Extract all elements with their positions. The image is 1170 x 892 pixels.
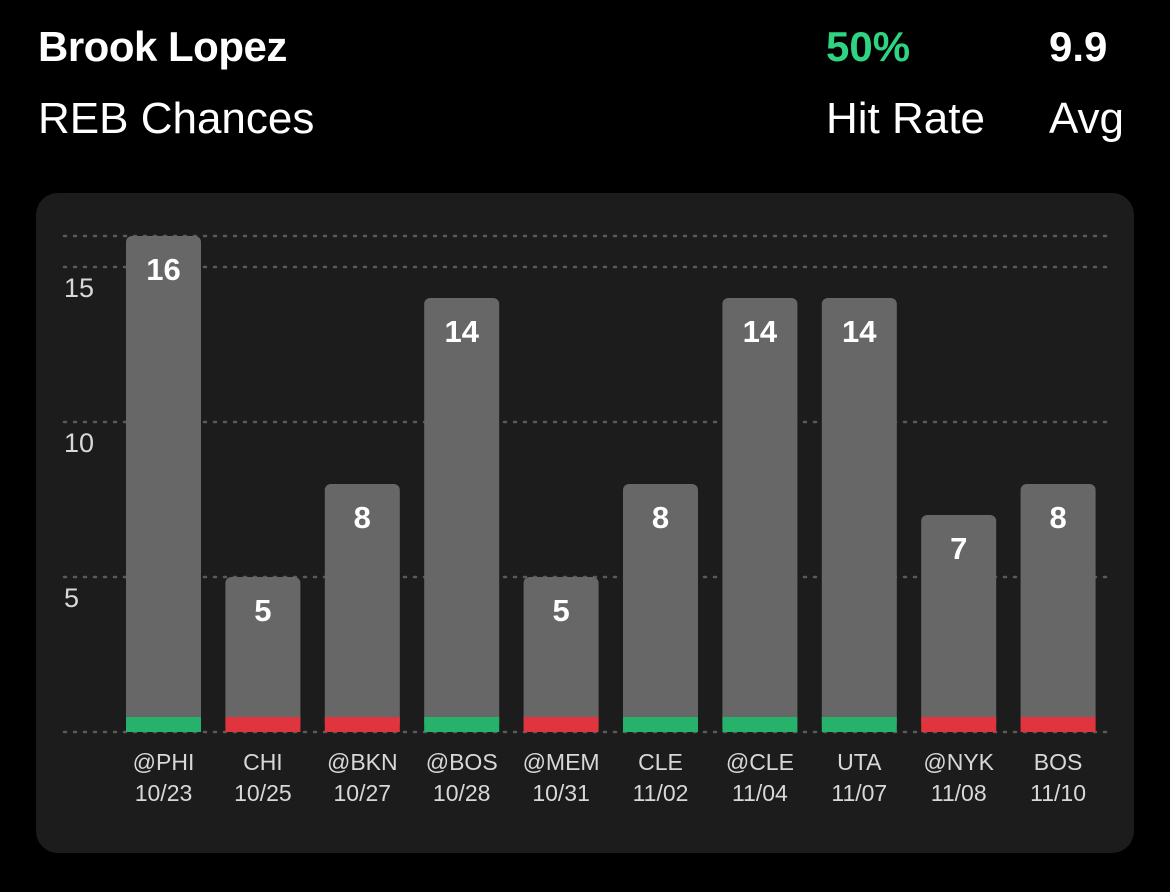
hit-indicator xyxy=(424,717,500,732)
bar xyxy=(424,298,500,728)
bar-group: 14 @BOS 10/28 xyxy=(424,298,500,806)
bar xyxy=(523,577,599,728)
bar-value-label: 7 xyxy=(950,531,967,566)
bar xyxy=(821,298,897,728)
player-name: Brook Lopez xyxy=(38,23,287,70)
bar xyxy=(1020,484,1096,728)
chart-card: 5 10 15 16 @PHI 10/23 5 CHI 10/25 8 @BKN 10/27 14 @BO… xyxy=(36,193,1134,853)
bar-value-label: 8 xyxy=(1049,500,1066,535)
x-opponent-label: @NYK xyxy=(923,749,994,775)
bar-group: 14 UTA 11/07 xyxy=(821,298,897,806)
x-date-label: 10/27 xyxy=(334,780,392,806)
x-date-label: 11/10 xyxy=(1030,780,1086,806)
bar-value-label: 14 xyxy=(842,314,877,349)
avg-value: 9.9 xyxy=(1049,23,1108,70)
bar xyxy=(722,298,798,728)
y-tick-label: 10 xyxy=(64,428,94,458)
bar-group: 8 CLE 11/02 xyxy=(623,484,698,806)
bar-group: 8 BOS 11/10 xyxy=(1020,484,1096,806)
bar xyxy=(126,236,201,728)
bar-value-label: 8 xyxy=(652,500,669,535)
x-opponent-label: UTA xyxy=(837,749,882,775)
x-opponent-label: @MEM xyxy=(523,749,600,775)
x-date-label: 11/07 xyxy=(831,780,887,806)
bar-value-label: 16 xyxy=(146,252,180,287)
bar-value-label: 14 xyxy=(444,314,479,349)
miss-indicator xyxy=(523,717,599,732)
miss-indicator xyxy=(324,717,400,732)
bar-group: 16 @PHI 10/23 xyxy=(126,236,201,806)
x-date-label: 11/04 xyxy=(732,780,788,806)
x-date-label: 10/28 xyxy=(433,780,491,806)
miss-indicator xyxy=(1020,717,1096,732)
hit-indicator xyxy=(126,717,201,732)
hit-rate-label: Hit Rate xyxy=(826,94,985,143)
x-opponent-label: BOS xyxy=(1034,749,1083,775)
x-date-label: 11/02 xyxy=(633,780,689,806)
bar xyxy=(623,484,698,728)
bar xyxy=(324,484,400,728)
bar-chart: 5 10 15 16 @PHI 10/23 5 CHI 10/25 8 @BKN 10/27 14 @BO… xyxy=(62,234,1110,806)
x-date-label: 10/25 xyxy=(234,780,292,806)
bar-value-label: 5 xyxy=(254,593,271,628)
bar-group: 8 @BKN 10/27 xyxy=(324,484,400,806)
hit-indicator xyxy=(722,717,798,732)
x-date-label: 10/31 xyxy=(532,780,590,806)
x-date-label: 10/23 xyxy=(135,780,193,806)
miss-indicator xyxy=(225,717,301,732)
bar xyxy=(225,577,301,728)
bar-value-label: 14 xyxy=(743,314,778,349)
x-opponent-label: @BOS xyxy=(426,749,498,775)
bar xyxy=(921,515,997,728)
x-opponent-label: @BKN xyxy=(327,749,398,775)
hit-indicator xyxy=(623,717,698,732)
x-date-label: 11/08 xyxy=(931,780,987,806)
bar-value-label: 8 xyxy=(354,500,371,535)
bar-group: 5 CHI 10/25 xyxy=(225,577,301,806)
x-opponent-label: CHI xyxy=(243,749,283,775)
y-tick-label: 5 xyxy=(64,583,79,613)
hit-indicator xyxy=(821,717,897,732)
bar-group: 7 @NYK 11/08 xyxy=(921,515,997,806)
header: Brook Lopez REB Chances 50% Hit Rate 9.9… xyxy=(0,0,1170,180)
stat-label: REB Chances xyxy=(38,94,315,143)
x-opponent-label: @CLE xyxy=(726,749,794,775)
x-opponent-label: @PHI xyxy=(133,749,195,775)
avg-label: Avg xyxy=(1049,94,1125,143)
bar-group: 14 @CLE 11/04 xyxy=(722,298,798,806)
miss-indicator xyxy=(921,717,997,732)
y-tick-label: 15 xyxy=(64,273,94,303)
bar-value-label: 5 xyxy=(552,593,569,628)
x-opponent-label: CLE xyxy=(638,749,683,775)
hit-rate-value: 50% xyxy=(826,23,911,70)
bar-group: 5 @MEM 10/31 xyxy=(523,577,600,806)
